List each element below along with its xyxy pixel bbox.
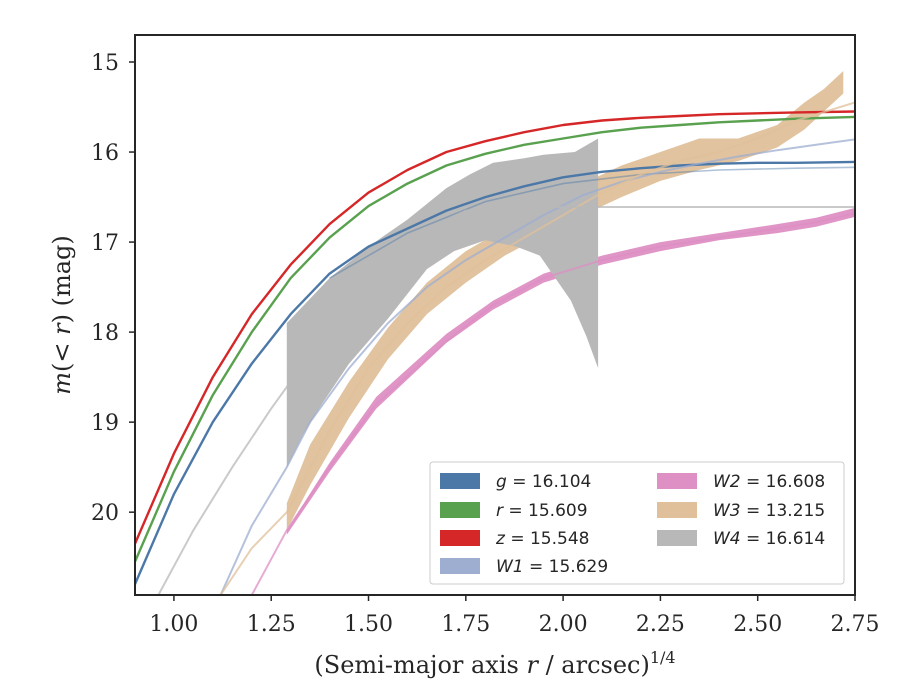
series-line-w2 bbox=[250, 212, 855, 595]
legend-swatch bbox=[440, 473, 480, 489]
series-line-z bbox=[135, 110, 855, 545]
y-axis-label: m(< r) (mag) bbox=[48, 235, 76, 395]
legend-item-z: z = 15.548 bbox=[440, 529, 589, 549]
legend-item-w1: W1 = 15.629 bbox=[440, 557, 608, 577]
plot-frame bbox=[134, 34, 856, 596]
x-tick-label: 1.50 bbox=[344, 612, 393, 637]
x-tick-label: 2.00 bbox=[539, 612, 588, 637]
legend-label: W1 = 15.629 bbox=[496, 557, 608, 577]
band-w3 bbox=[286, 71, 844, 531]
y-tick-label: 18 bbox=[91, 321, 119, 346]
legend-swatch bbox=[657, 530, 697, 546]
x-axis: 1.00 1.25 1.50 1.75 2.00 2.25 2.50 2.75 bbox=[149, 595, 879, 637]
y-axis: 15 16 17 18 19 20 bbox=[91, 51, 135, 526]
legend-label: z = 15.548 bbox=[495, 529, 589, 549]
y-tick-label: 19 bbox=[91, 411, 119, 436]
uncertainty-bands bbox=[286, 71, 855, 535]
y-tick-label: 16 bbox=[91, 141, 119, 166]
x-axis-label: (Semi-major axis r / arcsec)1/4 bbox=[314, 648, 675, 679]
x-tick-label: 1.00 bbox=[149, 612, 198, 637]
y-tick-label: 17 bbox=[91, 231, 119, 256]
y-tick-label: 15 bbox=[91, 51, 119, 76]
legend-item-w4: W4 = 16.614 bbox=[657, 529, 825, 549]
legend-label: W4 = 16.614 bbox=[713, 529, 825, 549]
series-lines bbox=[135, 101, 855, 595]
x-tick-label: 1.75 bbox=[441, 612, 490, 637]
series-line-g-alt bbox=[329, 166, 855, 279]
legend-box bbox=[429, 461, 845, 585]
band-w4 bbox=[286, 138, 599, 468]
x-tick-label: 2.50 bbox=[733, 612, 782, 637]
legend-swatch bbox=[440, 530, 480, 546]
x-tick-label: 1.25 bbox=[247, 612, 296, 637]
series-line-g bbox=[135, 160, 855, 585]
legend-swatch bbox=[657, 473, 697, 489]
series-line-w1 bbox=[219, 138, 855, 595]
y-tick-label: 20 bbox=[91, 501, 119, 526]
series-line-w3 bbox=[219, 101, 855, 595]
legend-item-w3: W3 = 13.215 bbox=[657, 501, 825, 521]
legend-label: r = 15.609 bbox=[496, 501, 588, 521]
x-tick-label: 2.75 bbox=[831, 612, 880, 637]
legend-item-g: g = 16.104 bbox=[440, 472, 591, 492]
series-line-r bbox=[135, 115, 855, 563]
legend-swatch bbox=[657, 502, 697, 518]
legend: g = 16.104 r = 15.609 z = 15.548 W1 = 15.62… bbox=[429, 461, 845, 585]
legend-label: W3 = 13.215 bbox=[713, 501, 825, 521]
legend-swatch bbox=[440, 558, 480, 574]
legend-label: g = 16.104 bbox=[496, 472, 591, 492]
x-tick-label: 2.25 bbox=[636, 612, 685, 637]
legend-item-r: r = 15.609 bbox=[440, 501, 588, 521]
legend-item-w2: W2 = 16.608 bbox=[657, 472, 825, 492]
legend-label: W2 = 16.608 bbox=[713, 472, 825, 492]
legend-swatch bbox=[440, 502, 480, 518]
series-line-w4 bbox=[157, 206, 855, 595]
